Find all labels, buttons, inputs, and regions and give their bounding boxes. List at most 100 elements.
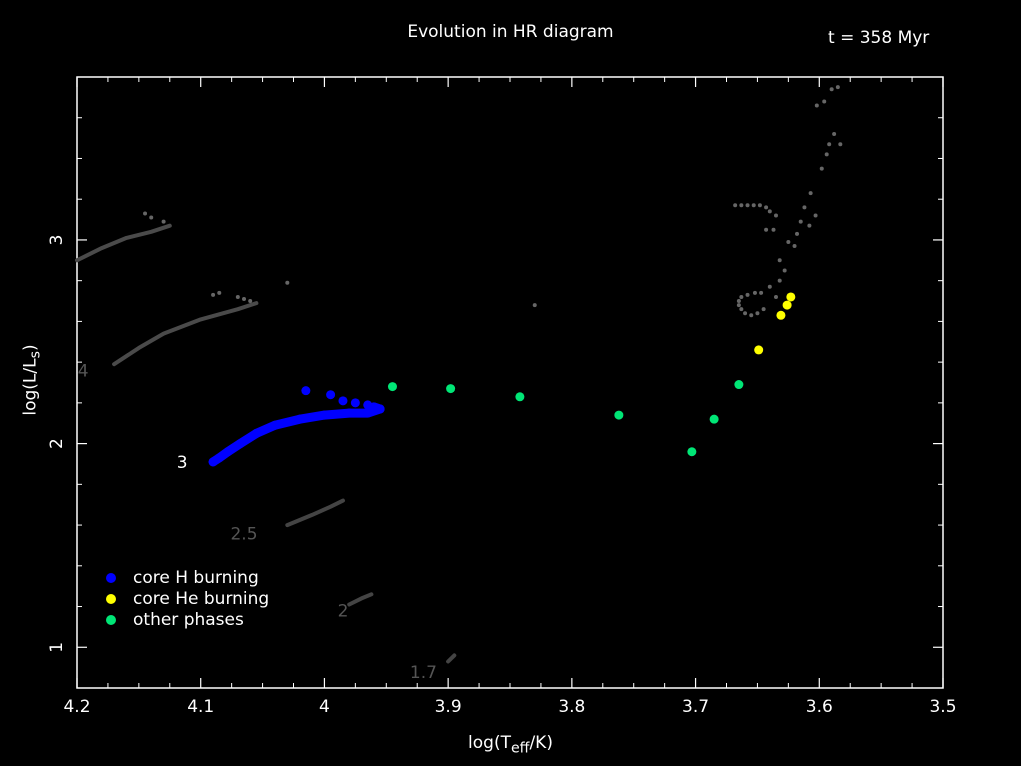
y-label-sub: s (27, 351, 44, 359)
gray-track-point (813, 213, 818, 218)
legend-label-he: core He burning (133, 588, 270, 609)
core-he-point (786, 292, 796, 302)
gray-track-point (773, 294, 778, 299)
core-h-point (344, 408, 354, 418)
gray-track-point (759, 290, 764, 295)
legend-swatch-h (106, 572, 116, 583)
core-h-point (235, 439, 245, 449)
legend-item-he: core He burning (106, 588, 269, 609)
core-h-point (363, 408, 373, 418)
track-line (446, 653, 457, 664)
gray-track-point (829, 87, 834, 92)
core-he-point (754, 345, 764, 355)
core-h-point (251, 428, 261, 438)
track-line (347, 592, 374, 607)
core-h-point (338, 396, 348, 406)
gray-track-point (795, 231, 800, 236)
gray-track-point (736, 299, 741, 304)
gray-track-point (211, 292, 216, 297)
gray-track-point (285, 280, 290, 285)
other-phase-point (709, 414, 719, 424)
x-label-sub: eff (510, 740, 530, 757)
gray-track-point (745, 292, 750, 297)
x-axis-label: log(Teff/K) (0, 733, 1021, 756)
legend-label-other: other phases (133, 609, 244, 630)
core-h-point (326, 390, 336, 400)
gray-track-point (149, 215, 154, 220)
track-line (285, 498, 345, 528)
gray-track-point (743, 311, 748, 316)
gray-track-point (749, 313, 754, 318)
other-phase-point (614, 410, 624, 420)
gray-track-point (808, 191, 813, 196)
mass-label: 2 (338, 602, 349, 622)
y-tick-label: 2 (47, 438, 67, 449)
x-tick-label: 3.7 (682, 697, 709, 717)
core-h-point (301, 386, 311, 396)
gray-track-point (782, 268, 787, 273)
mass-label: 4 (78, 361, 89, 381)
y-tick-label: 1 (47, 642, 67, 653)
gray-track-point (814, 103, 819, 108)
x-tick-label: 3.9 (435, 697, 462, 717)
gray-track-point (755, 311, 760, 316)
gray-track-point (161, 219, 166, 224)
mass-label: 2.5 (230, 524, 257, 544)
legend-swatch-he (106, 593, 116, 604)
gray-track-point (733, 203, 738, 208)
gray-track-point (792, 244, 797, 249)
gray-track-point (773, 213, 778, 218)
gray-track-point (532, 303, 537, 308)
x-tick-label: 3.8 (558, 697, 585, 717)
gray-track-point (764, 205, 769, 210)
gray-track-point (835, 85, 840, 90)
legend-swatch-other (106, 614, 116, 625)
core-he-point (776, 310, 786, 320)
core-h-point (295, 414, 305, 424)
gray-track-point (807, 223, 812, 228)
core-h-point (350, 398, 360, 408)
core-h-point (208, 457, 218, 467)
core-h-point (375, 404, 385, 414)
gray-track-point (242, 296, 247, 301)
mass-label: 1.7 (410, 663, 437, 683)
track-line (75, 223, 172, 263)
gray-track-point (819, 166, 824, 171)
x-tick-label: 4.2 (63, 697, 90, 717)
core-h-point (319, 410, 329, 420)
x-tick-label: 4 (319, 697, 330, 717)
gray-track-point (824, 152, 829, 157)
x-label-rest: /K) (529, 733, 553, 753)
other-phase-point (734, 380, 744, 390)
gray-track-point (827, 142, 832, 147)
gray-track-point (832, 132, 837, 137)
core-h-point (223, 447, 233, 457)
gray-track-point (838, 142, 843, 147)
gray-track-point (798, 219, 803, 224)
gray-track-point (767, 284, 772, 289)
gray-track-point (739, 203, 744, 208)
core-h-point (270, 420, 280, 430)
gray-track-point (235, 294, 240, 299)
time-text: t = 358 Myr (828, 28, 930, 48)
core-h-band (208, 402, 385, 467)
gray-track-point (745, 203, 750, 208)
gray-track-point (771, 227, 776, 232)
legend-label-h: core H burning (133, 567, 259, 588)
chart-title: Evolution in HR diagram (407, 22, 614, 42)
gray-track-point (777, 278, 782, 283)
y-label-rest: ) (20, 344, 41, 352)
gray-track-point (786, 239, 791, 244)
gray-track-point (777, 258, 782, 263)
mass-label: 3 (177, 453, 188, 473)
gray-track-point (739, 294, 744, 299)
y-label-base: log(L/L (20, 358, 41, 416)
gray-track-point (143, 211, 148, 216)
legend-item-h: core H burning (106, 567, 269, 588)
y-axis-label: log(L/Ls) (20, 344, 43, 415)
gray-track-point (761, 307, 766, 312)
x-tick-label: 3.5 (929, 697, 956, 717)
other-phase-point (387, 382, 397, 392)
gray-track-point (751, 203, 756, 208)
gray-track-point (764, 227, 769, 232)
